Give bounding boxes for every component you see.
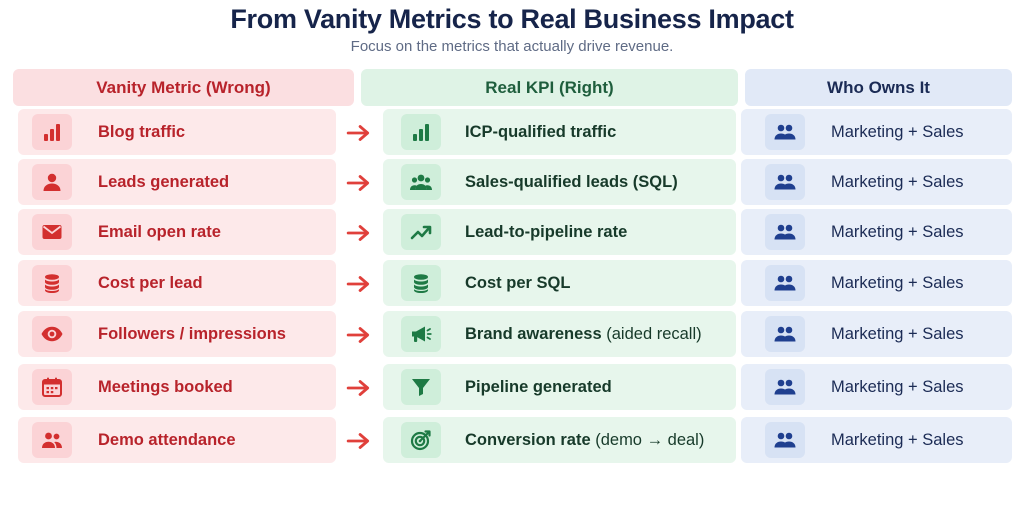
vanity-metric-label: Meetings booked: [98, 377, 233, 396]
arrow-right-icon: [346, 220, 372, 244]
owner-card: Marketing + Sales: [741, 311, 1012, 357]
arrow-right-icon: [346, 375, 372, 399]
real-kpi-name: Pipeline generated: [465, 377, 612, 396]
team-icon: [765, 369, 805, 405]
owner-card: Marketing + Sales: [741, 109, 1012, 155]
real-kpi-name: ICP-qualified traffic: [465, 122, 617, 141]
vanity-metric-label: Email open rate: [98, 222, 221, 241]
bar-chart-icon: [401, 114, 441, 150]
table-row: Blog traffic ICP-qualified traffic Marke…: [0, 109, 1024, 155]
team-icon: [765, 114, 805, 150]
real-kpi-label: Lead-to-pipeline rate: [465, 223, 627, 242]
vanity-metric-card: Leads generated: [18, 159, 336, 205]
real-kpi-label: Sales-qualified leads (SQL): [465, 173, 678, 192]
vanity-metric-label: Followers / impressions: [98, 324, 286, 343]
group-icon: [401, 164, 441, 200]
table-row: Meetings booked Pipeline generated Marke…: [0, 364, 1024, 410]
owner-card: Marketing + Sales: [741, 260, 1012, 306]
vanity-metric-label: Demo attendance: [98, 430, 236, 449]
vanity-metric-label: Leads generated: [98, 172, 230, 191]
real-kpi-note: (demo → deal): [595, 430, 705, 449]
header-who-owns-it: Who Owns It: [745, 69, 1012, 106]
team-icon: [765, 164, 805, 200]
target-icon: [401, 422, 441, 458]
owner-label: Marketing + Sales: [831, 273, 964, 292]
vanity-metric-card: Blog traffic: [18, 109, 336, 155]
real-kpi-note: (aided recall): [606, 324, 702, 343]
eye-icon: [32, 316, 72, 352]
coins-icon: [401, 265, 441, 301]
owner-card: Marketing + Sales: [741, 209, 1012, 255]
real-kpi-name: Brand awareness: [465, 324, 602, 343]
owner-label: Marketing + Sales: [831, 122, 964, 141]
arrow-right-icon: [346, 271, 372, 295]
team-icon: [765, 422, 805, 458]
real-kpi-card: Pipeline generated: [383, 364, 736, 410]
header-real-kpi: Real KPI (Right): [361, 69, 738, 106]
owner-card: Marketing + Sales: [741, 417, 1012, 463]
real-kpi-name: Cost per SQL: [465, 273, 571, 292]
arrow-right-icon: [346, 120, 372, 144]
owner-label: Marketing + Sales: [831, 430, 964, 449]
owner-card: Marketing + Sales: [741, 159, 1012, 205]
table-row: Followers / impressions Brand awareness …: [0, 311, 1024, 357]
table-row: Email open rate Lead-to-pipeline rate Ma…: [0, 209, 1024, 255]
vanity-metric-card: Demo attendance: [18, 417, 336, 463]
header-vanity-metric: Vanity Metric (Wrong): [13, 69, 354, 106]
funnel-icon: [401, 369, 441, 405]
arrow-right-icon: [346, 428, 372, 452]
real-kpi-card: Lead-to-pipeline rate: [383, 209, 736, 255]
page-subtitle: Focus on the metrics that actually drive…: [350, 38, 674, 55]
real-kpi-label: ICP-qualified traffic: [465, 123, 616, 142]
vanity-metric-card: Followers / impressions: [18, 311, 336, 357]
team-icon: [765, 316, 805, 352]
real-kpi-card: ICP-qualified traffic: [383, 109, 736, 155]
person-icon: [32, 164, 72, 200]
real-kpi-label: Pipeline generated: [465, 378, 612, 397]
bar-chart-icon: [32, 114, 72, 150]
team-icon: [765, 214, 805, 250]
real-kpi-card: Conversion rate (demo → deal): [383, 417, 736, 463]
vanity-metric-card: Meetings booked: [18, 364, 336, 410]
real-kpi-label: Cost per SQL: [465, 274, 570, 293]
table-row: Cost per lead Cost per SQL Marketing + S…: [0, 260, 1024, 306]
real-kpi-name: Sales-qualified leads (SQL): [465, 172, 678, 191]
owner-label: Marketing + Sales: [831, 222, 964, 241]
calendar-icon: [32, 369, 72, 405]
vanity-metric-card: Cost per lead: [18, 260, 336, 306]
arrow-right-icon: [346, 322, 372, 346]
attendees-icon: [32, 422, 72, 458]
real-kpi-label: Conversion rate (demo → deal): [465, 431, 704, 450]
team-icon: [765, 265, 805, 301]
page-title: From Vanity Metrics to Real Business Imp…: [230, 4, 794, 34]
real-kpi-name: Conversion rate: [465, 430, 591, 449]
vanity-metric-card: Email open rate: [18, 209, 336, 255]
vanity-metric-label: Blog traffic: [98, 122, 186, 141]
real-kpi-name: Lead-to-pipeline rate: [465, 222, 628, 241]
real-kpi-card: Brand awareness (aided recall): [383, 311, 736, 357]
table-row: Demo attendance Conversion rate (demo → …: [0, 417, 1024, 463]
owner-label: Marketing + Sales: [831, 324, 964, 343]
table-row: Leads generated Sales-qualified leads (S…: [0, 159, 1024, 205]
owner-label: Marketing + Sales: [831, 172, 964, 191]
real-kpi-label: Brand awareness (aided recall): [465, 325, 702, 344]
owner-card: Marketing + Sales: [741, 364, 1012, 410]
owner-label: Marketing + Sales: [831, 377, 964, 396]
coins-icon: [32, 265, 72, 301]
trend-up-icon: [401, 214, 441, 250]
envelope-icon: [32, 214, 72, 250]
vanity-metric-label: Cost per lead: [98, 273, 203, 292]
megaphone-icon: [401, 316, 441, 352]
real-kpi-card: Sales-qualified leads (SQL): [383, 159, 736, 205]
arrow-right-icon: [346, 170, 372, 194]
real-kpi-card: Cost per SQL: [383, 260, 736, 306]
